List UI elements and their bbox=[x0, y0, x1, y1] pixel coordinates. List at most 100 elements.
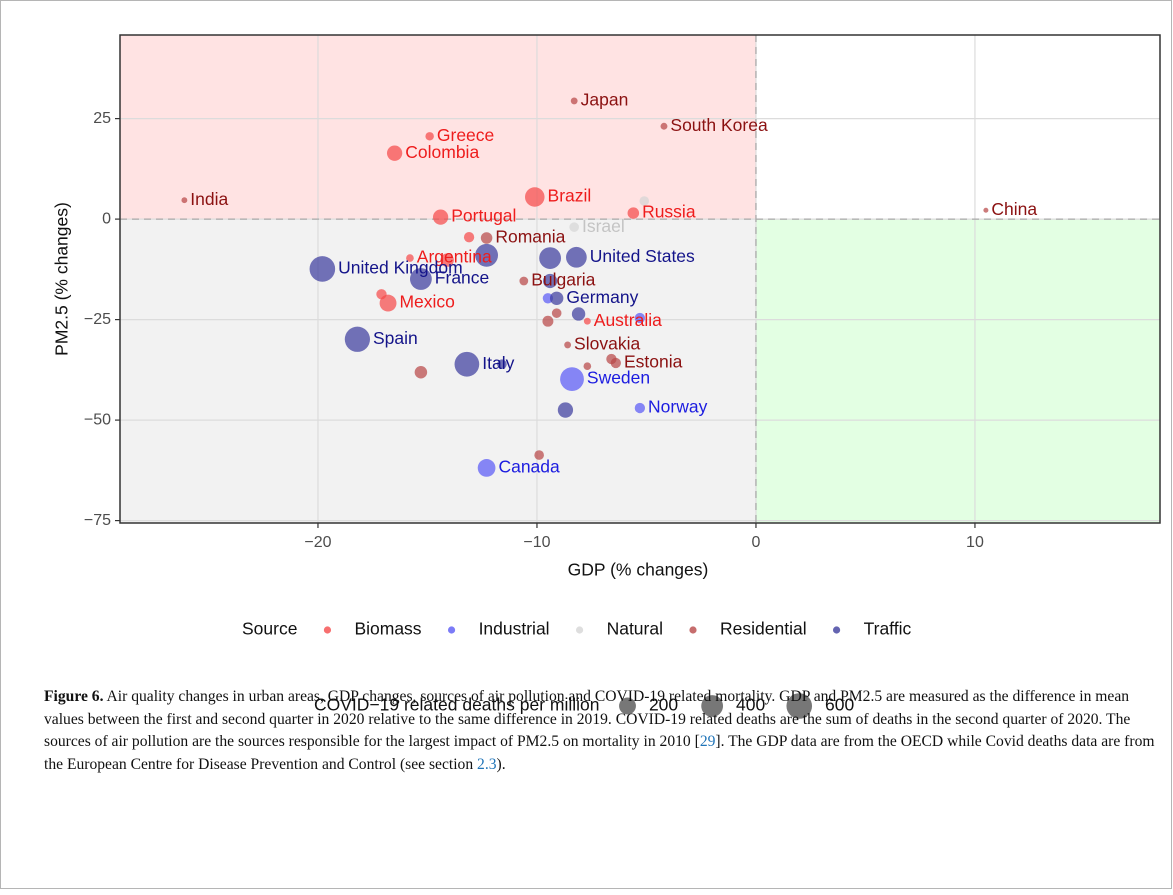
point bbox=[432, 209, 449, 225]
legend-swatch bbox=[447, 626, 456, 634]
point bbox=[386, 145, 403, 161]
point-label: Colombia bbox=[405, 142, 479, 162]
point bbox=[634, 312, 646, 324]
x-tick-label: 0 bbox=[752, 534, 761, 551]
y-axis-title: PM2.5 (% changes) bbox=[52, 202, 72, 356]
point-label: France bbox=[435, 268, 489, 288]
legend-label: Industrial bbox=[479, 619, 550, 639]
caption-text: ]. The GDP data are from the OECD while … bbox=[44, 733, 1155, 773]
point-label: Sweden bbox=[587, 368, 650, 388]
point bbox=[566, 246, 587, 268]
size-legend-label: 200 bbox=[649, 695, 678, 715]
caption-ref: 29 bbox=[699, 733, 716, 750]
legend-swatch bbox=[575, 626, 584, 634]
point-label: China bbox=[991, 199, 1037, 219]
legend-label: Traffic bbox=[864, 619, 912, 639]
caption-text: Air quality changes in urban areas, GDP … bbox=[44, 688, 1131, 750]
point bbox=[181, 197, 188, 204]
size-legend-swatch bbox=[701, 695, 724, 717]
legend-label: Natural bbox=[607, 619, 663, 639]
point bbox=[425, 132, 434, 141]
point-label: Israel bbox=[582, 216, 625, 236]
point bbox=[583, 362, 592, 371]
y-tick-label: −25 bbox=[84, 311, 111, 328]
point bbox=[983, 207, 989, 213]
caption-text: ). bbox=[496, 755, 506, 773]
point-label: United Kingdom bbox=[338, 258, 463, 278]
point-label: Slovakia bbox=[574, 334, 640, 354]
point-label: Canada bbox=[498, 457, 560, 477]
point bbox=[534, 450, 544, 460]
point-label: Norway bbox=[648, 397, 708, 417]
point bbox=[549, 291, 564, 305]
point-label: Brazil bbox=[548, 186, 592, 206]
x-axis-title: GDP (% changes) bbox=[568, 560, 709, 580]
x-tick-label: 10 bbox=[966, 534, 984, 551]
point-label: Greece bbox=[437, 125, 494, 145]
point-label: Japan bbox=[581, 90, 629, 110]
point bbox=[634, 402, 646, 414]
point-label: South Korea bbox=[670, 115, 768, 135]
point bbox=[564, 341, 572, 349]
point-label: Russia bbox=[642, 202, 696, 222]
point bbox=[543, 273, 558, 289]
x-tick-label: −10 bbox=[523, 534, 550, 551]
legend-label: Biomass bbox=[354, 619, 421, 639]
point-label: Italy bbox=[482, 353, 514, 373]
point bbox=[539, 247, 562, 269]
size-legend-swatch bbox=[786, 693, 813, 719]
point bbox=[583, 317, 591, 325]
point bbox=[309, 256, 336, 282]
quadrant bbox=[120, 35, 756, 220]
size-legend-title: COVID−19 related deaths per million bbox=[314, 695, 600, 715]
point bbox=[606, 353, 617, 365]
point bbox=[480, 232, 493, 244]
point-label: Australia bbox=[594, 310, 662, 330]
point-label: Estonia bbox=[624, 352, 683, 372]
point-label: United States bbox=[590, 246, 695, 266]
point bbox=[660, 122, 668, 130]
point bbox=[477, 459, 496, 477]
quadrant bbox=[755, 219, 1160, 523]
x-tick-label: −20 bbox=[304, 534, 331, 551]
point bbox=[454, 351, 480, 377]
point bbox=[406, 254, 414, 262]
size-legend-label: 400 bbox=[736, 695, 765, 715]
point bbox=[376, 289, 387, 300]
legend-swatch bbox=[689, 626, 697, 634]
point-label: Spain bbox=[373, 328, 418, 348]
caption-ref: 2.3 bbox=[477, 755, 497, 773]
caption: Figure 6. Air quality changes in urban a… bbox=[44, 686, 1156, 776]
point bbox=[440, 253, 454, 267]
point bbox=[639, 196, 650, 206]
point bbox=[627, 207, 640, 219]
y-tick-label: 0 bbox=[102, 210, 111, 227]
legend-swatch bbox=[323, 626, 332, 634]
y-tick-label: −75 bbox=[84, 512, 111, 529]
point bbox=[409, 268, 432, 290]
legend-swatch bbox=[832, 626, 841, 634]
panel-border bbox=[119, 34, 1161, 524]
point-label: Romania bbox=[495, 227, 565, 247]
point bbox=[475, 243, 499, 267]
point-label: Argentina bbox=[417, 247, 492, 267]
point-label: Germany bbox=[566, 287, 638, 307]
point bbox=[560, 367, 584, 391]
point bbox=[463, 232, 475, 243]
point bbox=[414, 366, 428, 379]
point bbox=[379, 294, 397, 312]
point-label: Bulgaria bbox=[531, 270, 595, 290]
legend-label: Residential bbox=[720, 619, 807, 639]
point bbox=[524, 187, 545, 207]
point bbox=[519, 276, 529, 286]
point bbox=[557, 402, 574, 418]
point-label: India bbox=[190, 189, 228, 209]
point bbox=[570, 97, 578, 105]
y-tick-label: 25 bbox=[93, 110, 111, 127]
y-tick-label: −50 bbox=[84, 411, 111, 428]
point bbox=[542, 315, 554, 327]
point bbox=[569, 222, 579, 232]
